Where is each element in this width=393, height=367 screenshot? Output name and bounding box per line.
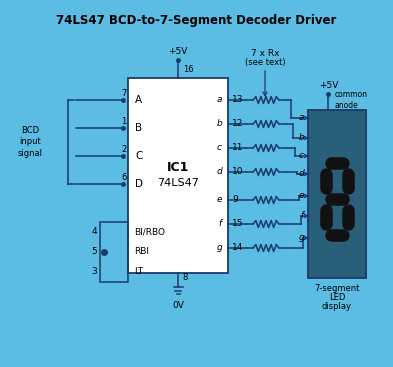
Text: d: d xyxy=(216,167,222,177)
Text: c: c xyxy=(217,143,222,153)
Bar xyxy=(128,78,228,273)
Text: +5V: +5V xyxy=(168,47,188,56)
Text: c: c xyxy=(299,152,304,160)
Text: e: e xyxy=(299,192,304,200)
Text: display: display xyxy=(322,302,352,311)
Text: 13: 13 xyxy=(232,95,244,105)
Text: 11: 11 xyxy=(232,143,244,153)
Bar xyxy=(100,222,128,282)
Text: 8: 8 xyxy=(182,273,187,283)
Text: LT: LT xyxy=(134,268,143,276)
Text: 7-segment: 7-segment xyxy=(314,284,360,293)
Text: 0V: 0V xyxy=(172,301,184,310)
Text: 14: 14 xyxy=(232,243,243,252)
Text: 9: 9 xyxy=(232,196,238,204)
Text: +5V: +5V xyxy=(319,81,338,90)
Text: RBI: RBI xyxy=(134,247,149,257)
Text: b: b xyxy=(298,134,304,142)
Text: BCD
input
signal: BCD input signal xyxy=(18,126,42,157)
Text: 7: 7 xyxy=(121,90,127,98)
Bar xyxy=(308,110,366,278)
Text: common
anode: common anode xyxy=(334,90,367,110)
Text: b: b xyxy=(216,120,222,128)
Text: g: g xyxy=(298,233,304,243)
Text: (see text): (see text) xyxy=(245,58,285,67)
Text: 7 x Rx: 7 x Rx xyxy=(251,49,279,58)
Text: g: g xyxy=(216,243,222,252)
Text: 12: 12 xyxy=(232,120,243,128)
Text: C: C xyxy=(135,151,142,161)
Text: IC1: IC1 xyxy=(167,161,189,174)
Text: 16: 16 xyxy=(183,65,194,75)
Text: 10: 10 xyxy=(232,167,244,177)
Text: d: d xyxy=(298,170,304,178)
Text: 6: 6 xyxy=(121,174,127,182)
Text: 2: 2 xyxy=(121,145,127,155)
Text: 15: 15 xyxy=(232,219,244,229)
Text: f: f xyxy=(301,211,304,221)
Text: D: D xyxy=(135,179,143,189)
Text: 3: 3 xyxy=(91,268,97,276)
Text: BI/RBO: BI/RBO xyxy=(134,228,165,236)
Text: a: a xyxy=(217,95,222,105)
Text: a: a xyxy=(299,113,304,123)
Text: e: e xyxy=(217,196,222,204)
Text: 5: 5 xyxy=(91,247,97,257)
Text: A: A xyxy=(135,95,142,105)
Text: f: f xyxy=(219,219,222,229)
Text: 74LS47 BCD-to-7-Segment Decoder Driver: 74LS47 BCD-to-7-Segment Decoder Driver xyxy=(56,14,336,27)
Text: B: B xyxy=(135,123,142,133)
Text: 74LS47: 74LS47 xyxy=(157,178,199,189)
Text: 1: 1 xyxy=(121,117,127,127)
Text: 4: 4 xyxy=(92,228,97,236)
Text: LED: LED xyxy=(329,293,345,302)
